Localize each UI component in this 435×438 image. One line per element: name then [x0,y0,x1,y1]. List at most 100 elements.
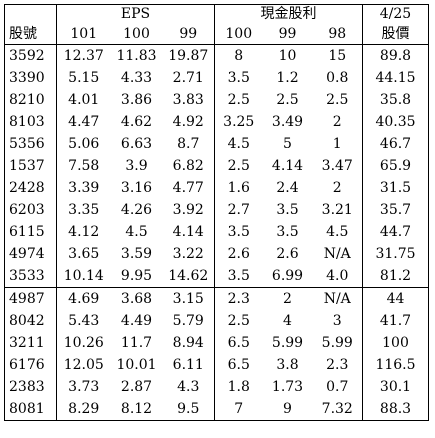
dividend-99-cell: 3.8 [276,357,299,373]
dividend-100-cell: 1.6 [214,177,263,199]
dividend-year-header: 98 [312,24,363,45]
eps-100-cell: 9.95 [120,268,153,284]
price-cell: 35.7 [362,199,429,221]
price-cell: 35.8 [362,89,429,111]
price-date-header: 4/25 [362,4,429,24]
dividend-100-cell: 2.5 [214,155,263,177]
dividend-99-cell: 6.99 [271,268,304,284]
table-row: 6115 4.12 4.5 4.14 3.5 3.5 4.5 44.7 [4,221,429,243]
table-row: 8042 5.43 4.49 5.79 2.5 4 3 41.7 [4,310,429,332]
eps-101-cell: 12.37 [56,44,111,67]
eps-101-cell: 5.43 [56,310,111,332]
price-cell: 41.7 [362,310,429,332]
eps-99-cell: 3.22 [162,243,215,265]
price-cell: 81.2 [362,265,429,288]
stock-id-cell: 8210 [4,89,57,111]
eps-101-cell: 5.15 [56,67,111,89]
eps-99-cell: 14.62 [162,265,215,288]
dividend-98-cell: 2 [312,177,363,199]
eps-101-cell: 7.58 [56,155,111,177]
price-header: 股價 [362,24,429,45]
table-row: 4987 4.69 3.68 3.15 2.3 2 N/A 44 [4,287,429,310]
eps-100-cell: 4.5 [125,224,148,240]
dividend-99-cell: 3.5 [276,202,299,218]
dividend-98-cell: 15 [312,44,363,67]
eps-100-cell: 11.83 [116,48,157,64]
dividend-100-cell: 1.8 [214,376,263,398]
eps-101-cell: 5.06 [56,133,111,155]
eps-99-cell: 8.7 [162,133,215,155]
eps-100-cell: 3.68 [110,287,163,310]
stock-id-cell: 6203 [4,199,57,221]
stock-id-header: 股號 [4,24,57,45]
dividend-100-cell: 3.5 [214,67,263,89]
eps-99-cell: 3.92 [162,199,215,221]
eps-100-cell: 11.7 [120,335,153,351]
dividend-98-cell: 2 [312,111,363,133]
eps-100-cell: 2.87 [120,379,153,395]
table-row: 8081 8.29 8.12 9.5 7 9 7.32 88.3 [4,398,429,421]
stock-data-table: EPS 現金股利 4/25 股號 101 100 99 100 99 98 股價… [4,4,429,421]
dividend-98-cell: 2.3 [312,354,363,376]
dividend-99-cell: 2 [262,287,313,310]
eps-101-cell: 4.47 [56,111,111,133]
dividend-100-cell: 7 [214,398,263,421]
price-cell: 88.3 [362,398,429,421]
dividend-99-cell: 5.99 [271,335,304,351]
table-row: 3592 12.37 11.83 19.87 8 10 15 89.8 [4,44,429,67]
eps-99-cell: 2.71 [162,67,215,89]
dividend-99-cell: 2.4 [276,180,299,196]
eps-100-cell: 4.26 [120,202,153,218]
table-row: 8103 4.47 4.62 4.92 3.25 3.49 2 40.35 [4,111,429,133]
price-cell: 44.15 [362,67,429,89]
table-row: 6203 3.35 4.26 3.92 2.7 3.5 3.21 35.7 [4,199,429,221]
stock-id-cell: 6115 [4,221,57,243]
stock-id-cell: 2383 [4,376,57,398]
price-cell: 89.8 [362,44,429,67]
stock-id-cell: 2428 [4,177,57,199]
dividend-100-cell: 3.5 [214,265,263,288]
price-cell: 31.5 [362,177,429,199]
eps-group-header: EPS [56,4,215,24]
dividend-year-header: 99 [262,24,313,45]
stock-table-container: EPS 現金股利 4/25 股號 101 100 99 100 99 98 股價… [4,4,429,421]
eps-100-cell: 4.62 [120,114,153,130]
eps-100-cell: 3.86 [120,92,153,108]
stock-id-cell: 3592 [4,44,57,67]
eps-101-cell: 4.01 [56,89,111,111]
eps-100-cell: 10.01 [116,357,157,373]
dividend-100-cell: 3.25 [214,111,263,133]
eps-100-cell: 8.12 [120,401,153,417]
dividend-100-cell: 2.7 [214,199,263,221]
dividend-group-header: 現金股利 [214,4,363,24]
table-row: 3390 5.15 4.33 2.71 3.5 1.2 0.8 44.15 [4,67,429,89]
table-row: 1537 7.58 3.9 6.82 2.5 4.14 3.47 65.9 [4,155,429,177]
eps-year-header: 100 [110,24,163,45]
eps-99-cell: 4.77 [162,177,215,199]
dividend-98-cell: 0.7 [312,376,363,398]
price-cell: 65.9 [362,155,429,177]
dividend-99-cell: 4 [283,313,292,329]
table-row: 6176 12.05 10.01 6.11 6.5 3.8 2.3 116.5 [4,354,429,376]
dividend-99-cell: 1.73 [271,379,304,395]
table-row: 4974 3.65 3.59 3.22 2.6 2.6 N/A 31.75 [4,243,429,265]
table-row: 3211 10.26 11.7 8.94 6.5 5.99 5.99 100 [4,332,429,354]
stock-id-cell: 3211 [4,332,57,354]
eps-year-header: 101 [56,24,111,45]
table-row: 2383 3.73 2.87 4.3 1.8 1.73 0.7 30.1 [4,376,429,398]
eps-101-cell: 3.73 [56,376,111,398]
dividend-year-header: 100 [214,24,263,45]
stock-id-cell: 8103 [4,111,57,133]
stock-id-cell: 6176 [4,354,57,376]
price-cell: 30.1 [362,376,429,398]
dividend-98-cell: N/A [312,243,363,265]
eps-99-cell: 4.14 [162,221,215,243]
eps-99-cell: 8.94 [162,332,215,354]
dividend-100-cell: 2.5 [214,310,263,332]
eps-101-cell: 3.65 [56,243,111,265]
dividend-100-cell: 2.5 [214,89,263,111]
dividend-98-cell: 2.5 [312,89,363,111]
price-cell: 46.7 [362,133,429,155]
table-row: 8210 4.01 3.86 3.83 2.5 2.5 2.5 35.8 [4,89,429,111]
stock-id-cell: 8081 [4,398,57,421]
